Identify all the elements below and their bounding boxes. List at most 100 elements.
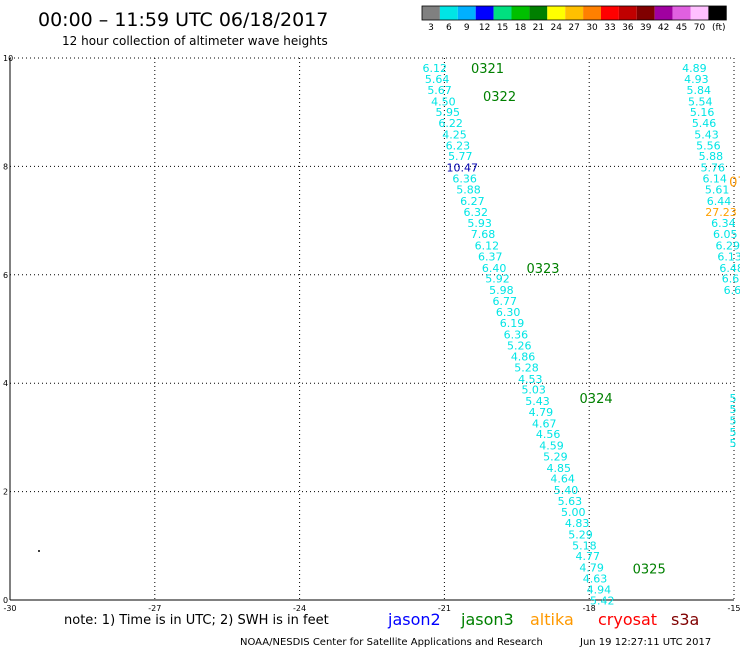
color-swatch [672, 6, 691, 20]
color-bin-label: 30 [586, 23, 598, 33]
pass-time-label: 0323 [526, 262, 559, 277]
color-bin-label: 12 [479, 23, 490, 33]
color-bin-label: 15 [497, 23, 508, 33]
color-bin-label: 39 [640, 23, 652, 33]
swh-value-label: 6.32 [464, 206, 489, 219]
color-bin-label: 42 [658, 23, 669, 33]
y-tick-label: 8 [3, 162, 8, 171]
axis-tick-labels: -30 -27 -24 -21 -18 -15 0 2 4 6 8 10 [3, 54, 740, 613]
swh-value-label: 4.86 [511, 351, 536, 364]
color-swatch [422, 6, 440, 20]
color-scale-legend: 3 6 9 12 15 18 21 24 27 30 33 36 39 42 45 70 [421, 5, 727, 33]
swh-value-label: 6.14 [702, 172, 727, 185]
swh-value-label: 5 [730, 392, 737, 405]
swh-value-label: 4.53 [518, 373, 543, 386]
pass-time-label: 0321 [471, 62, 504, 77]
color-swatch [547, 6, 566, 20]
swh-value-label: 4.25 [442, 128, 467, 141]
swh-value-label: 6.05 [713, 228, 738, 241]
color-scale-unit: (ft) [712, 23, 726, 33]
swh-value-label: 6.36 [504, 328, 529, 341]
swh-value-label: 5.42 [590, 595, 615, 608]
color-swatch [690, 6, 709, 20]
swh-value-label: 5.84 [687, 84, 712, 97]
swh-value-label: 6.27 [460, 195, 485, 208]
swh-value-label: 6.12 [475, 240, 500, 253]
stray-point [38, 550, 40, 552]
satellite-legend-item: altika [530, 610, 574, 629]
swh-value-label: 5.95 [436, 106, 461, 119]
swh-value-label: 6.63 [722, 273, 740, 286]
color-swatch [439, 6, 458, 20]
y-tick-label: 0 [3, 596, 8, 605]
swh-value-label: 6.19 [500, 317, 525, 330]
swh-value-label: 4.79 [579, 561, 604, 574]
swh-value-label: 5.43 [694, 128, 719, 141]
color-bin-label: 9 [464, 23, 470, 33]
swh-value-label: 5.88 [456, 184, 481, 197]
color-bin-label: 3 [428, 23, 434, 33]
color-bin-label: 33 [604, 23, 615, 33]
swh-value-label: 5.43 [525, 395, 550, 408]
satellite-legend-item: jason3 [460, 610, 514, 629]
swh-value-label: 4.77 [576, 550, 601, 563]
y-tick-label: 4 [3, 379, 8, 388]
swh-value-label: 10.47 [447, 161, 479, 174]
swh-value-label: 6.30 [496, 306, 521, 319]
swh-value-label: 7.68 [471, 228, 496, 241]
swh-value-label: 4.59 [539, 440, 564, 453]
color-swatch [654, 6, 673, 20]
color-bin-label: 6 [446, 23, 452, 33]
color-swatch [565, 6, 584, 20]
color-swatch [636, 6, 655, 20]
swh-value-label: 6.44 [707, 195, 732, 208]
swh-value-label: 6.13 [717, 250, 740, 263]
swh-value-label: 5.28 [514, 361, 539, 374]
swh-value-label: 4.89 [682, 62, 707, 75]
swh-value-label: 5.61 [705, 184, 730, 197]
swh-value-label: 5.18 [572, 539, 597, 552]
swh-value-label: 6.77 [492, 295, 517, 308]
swh-value-label: 4.79 [529, 406, 554, 419]
color-swatch [457, 6, 476, 20]
color-bin-label: 70 [694, 23, 706, 33]
swh-value-label: 5.29 [543, 450, 568, 463]
swh-value-label: 6.23 [446, 139, 471, 152]
swh-value-label: 5.77 [448, 150, 473, 163]
swh-value-label: 5.88 [699, 150, 724, 163]
swh-value-label: 4.93 [684, 73, 709, 86]
footer-note: note: 1) Time is in UTC; 2) SWH is in fe… [64, 613, 329, 628]
swh-value-label: 5.92 [485, 273, 510, 286]
swh-value-label: 5.16 [690, 106, 715, 119]
chart-title: 00:00 – 11:59 UTC 06/18/2017 [38, 9, 328, 31]
swh-value-label: 4.85 [547, 462, 572, 475]
y-tick-label: 2 [3, 488, 8, 497]
swh-value-label: 6.36 [452, 172, 477, 185]
footer-credit: NOAA/NESDIS Center for Satellite Applica… [240, 637, 543, 648]
color-swatch [475, 6, 494, 20]
swh-value-label: 6.22 [438, 117, 463, 130]
swh-value-label: 5 [730, 403, 737, 416]
swh-value-label: 6.48 [719, 262, 740, 275]
swh-value-label: 4.56 [536, 428, 561, 441]
color-bar-frame [421, 5, 727, 21]
color-bin-label: 45 [676, 23, 687, 33]
swh-value-label: 4.63 [583, 572, 608, 585]
swh-value-label: 4.83 [565, 517, 590, 530]
swh-value-label: 5.67 [427, 84, 452, 97]
satellite-legend-item: s3a [671, 610, 699, 629]
swh-value-label: 4.67 [532, 417, 557, 430]
satellite-legend: jason2 jason3 altika cryosat s3a [387, 610, 699, 629]
swh-value-label: 6.12 [422, 62, 447, 75]
swh-value-label: 27.23 [705, 206, 737, 219]
swh-value-label: 5.29 [568, 528, 593, 541]
swh-value-label: 5 [730, 426, 737, 439]
swh-value-label: 6.63 [724, 284, 740, 297]
swh-value-label: 5.63 [558, 495, 583, 508]
x-tick-label: -27 [148, 604, 161, 613]
color-bin-label: 36 [622, 23, 634, 33]
color-swatch [493, 6, 512, 20]
wave-height-values: 6.125.645.674.505.956.224.256.235.7710.4… [422, 62, 740, 608]
swh-value-label: 5.54 [688, 95, 713, 108]
